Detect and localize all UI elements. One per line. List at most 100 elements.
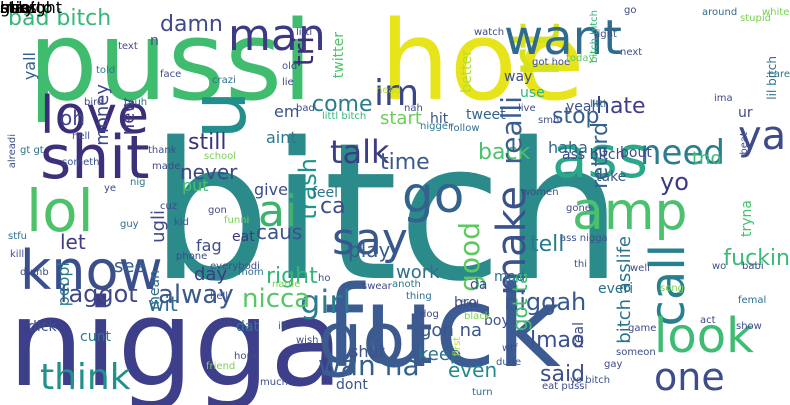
word: lie bbox=[282, 77, 294, 88]
word: bruh bbox=[124, 97, 148, 108]
word: damn bbox=[160, 12, 223, 37]
word: mean bbox=[147, 270, 163, 310]
word: nicca bbox=[242, 284, 311, 314]
word: yall bbox=[20, 52, 39, 81]
word: dick bbox=[28, 319, 57, 335]
word: bout bbox=[620, 145, 652, 161]
word: go bbox=[402, 166, 465, 224]
word: someth bbox=[62, 157, 100, 168]
word: today bbox=[566, 53, 595, 64]
word: amp bbox=[572, 182, 688, 242]
word: caus bbox=[256, 220, 303, 244]
word: littl bitch bbox=[322, 111, 367, 122]
word: gon na bbox=[420, 320, 483, 341]
word: crazi bbox=[212, 75, 236, 86]
word: ca bbox=[320, 194, 346, 219]
word: take bbox=[596, 169, 627, 185]
word: littl bbox=[590, 99, 607, 110]
word: mom bbox=[238, 267, 264, 278]
word: ass bitch bbox=[562, 147, 625, 163]
word: know bbox=[20, 239, 163, 302]
word: tell bbox=[530, 232, 565, 257]
word: nigga bbox=[8, 275, 344, 405]
word: someon bbox=[616, 347, 656, 358]
word: told bbox=[96, 65, 116, 76]
word: friend bbox=[206, 361, 236, 372]
word: hoe bbox=[0, 0, 30, 17]
word: beat bbox=[739, 132, 750, 155]
word: thank bbox=[148, 145, 177, 156]
word: ur bbox=[738, 105, 753, 121]
word: stay bbox=[0, 0, 34, 17]
word: hell bbox=[210, 291, 229, 302]
word: nig bbox=[130, 177, 146, 188]
word: hoe bbox=[380, 0, 585, 125]
word: watch bbox=[474, 27, 505, 38]
word: fight bbox=[594, 29, 617, 40]
word: em bbox=[274, 102, 300, 121]
word: got hoe bbox=[532, 57, 571, 68]
word: babi bbox=[742, 261, 764, 272]
word: head bbox=[376, 85, 401, 96]
word: aint bbox=[266, 128, 297, 147]
word: gon bbox=[208, 205, 227, 216]
word: got bbox=[318, 298, 433, 380]
word: still bbox=[188, 130, 227, 155]
word: girl bbox=[300, 283, 352, 321]
word: bird bbox=[84, 97, 104, 108]
word: ho bbox=[318, 273, 331, 284]
word: song bbox=[660, 283, 685, 294]
word: wish bbox=[296, 335, 319, 346]
word: lol bbox=[26, 177, 94, 245]
word: live bbox=[518, 103, 536, 114]
word: smh bbox=[538, 115, 560, 126]
word: name bbox=[272, 279, 301, 290]
word: ass nigga bbox=[560, 233, 608, 244]
word: gay bbox=[604, 359, 623, 370]
word: stfu bbox=[8, 231, 27, 242]
word: care bbox=[768, 69, 790, 80]
word: mad bbox=[494, 269, 526, 285]
word: school bbox=[204, 151, 237, 162]
word: gone bbox=[566, 203, 591, 214]
word: dumb bbox=[20, 267, 49, 278]
word: wan na bbox=[318, 349, 420, 382]
word: faggot bbox=[60, 280, 138, 308]
word: old bbox=[282, 61, 298, 72]
word: yo bbox=[660, 168, 689, 196]
word: peopl bbox=[54, 262, 73, 307]
word: ass bbox=[552, 123, 648, 191]
word: dude bbox=[496, 357, 522, 368]
word: tryna bbox=[739, 200, 755, 237]
word: fuckin bbox=[723, 246, 790, 271]
word: pussi bbox=[28, 0, 313, 125]
word: shut bbox=[350, 342, 385, 361]
word: cunt bbox=[80, 329, 111, 345]
word: bro bbox=[454, 295, 477, 311]
word: text bbox=[118, 41, 138, 52]
word: thing bbox=[406, 291, 432, 302]
word: wit bbox=[148, 292, 178, 316]
word: phone bbox=[176, 251, 208, 262]
word: find bbox=[460, 299, 479, 310]
word: follow bbox=[450, 123, 480, 134]
word: ima bbox=[714, 93, 733, 104]
word: hell bbox=[72, 131, 91, 142]
word: shit bbox=[40, 123, 150, 193]
word: ask bbox=[0, 0, 28, 17]
word: love bbox=[40, 86, 150, 146]
word: funni bbox=[224, 215, 250, 226]
word: play bbox=[348, 238, 391, 262]
word: n bbox=[150, 33, 159, 49]
word: tho bbox=[692, 148, 722, 169]
word: see bbox=[114, 256, 146, 277]
word: let bbox=[60, 230, 86, 254]
word: dog bbox=[420, 309, 439, 320]
word: anoth bbox=[392, 279, 421, 290]
word: femal bbox=[738, 295, 767, 306]
word: ya bbox=[738, 113, 787, 159]
word: thi bbox=[574, 259, 588, 270]
word: ugli bbox=[148, 210, 169, 243]
word: nigger bbox=[420, 121, 453, 132]
